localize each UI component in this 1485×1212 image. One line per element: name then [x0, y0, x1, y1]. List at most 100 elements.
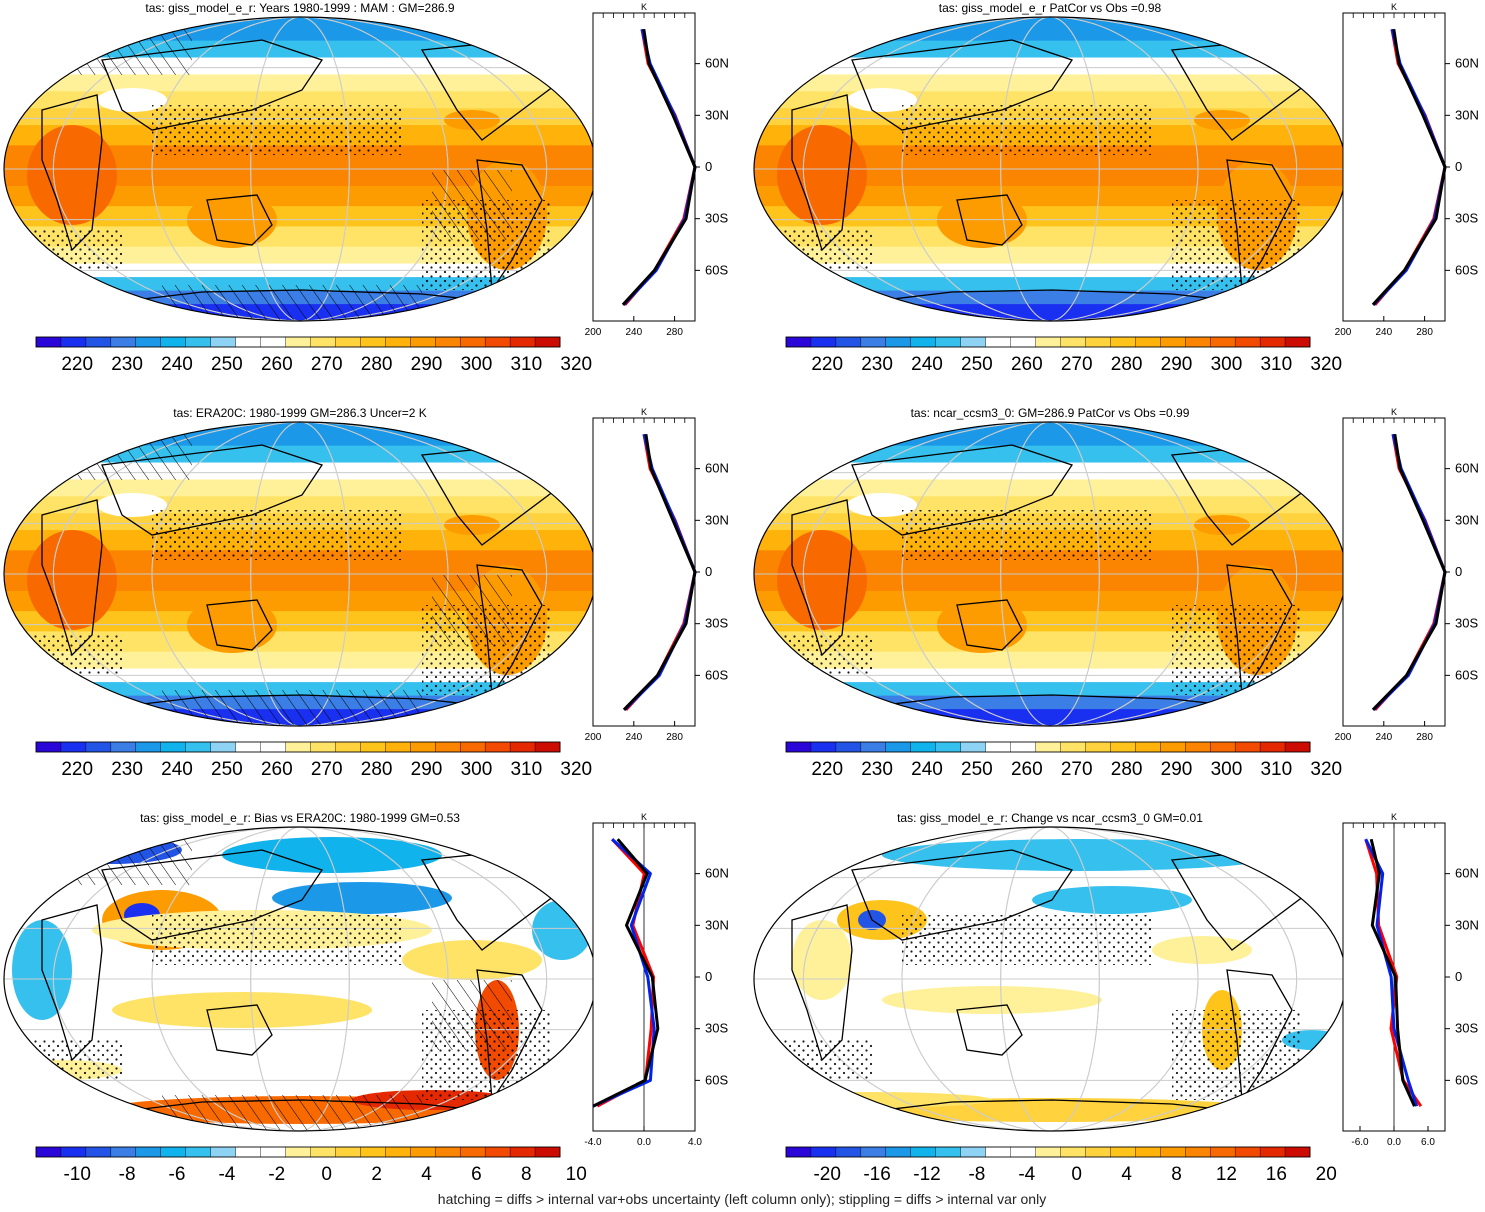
- colorbar-swatch: [410, 1146, 436, 1158]
- graticule-meridian: [802, 827, 1298, 1131]
- colorbar-swatch: [1135, 1146, 1161, 1158]
- colorbar-tick-label: -12: [913, 1164, 940, 1185]
- colorbar-tick-label: 4: [421, 1164, 432, 1185]
- coastline: [841, 1099, 1273, 1116]
- colorbar-swatch: [985, 336, 1012, 348]
- stippling-region: [1172, 200, 1302, 290]
- colorbar-swatch: [1259, 741, 1286, 753]
- colorbar-tick-label: 240: [161, 759, 193, 780]
- colorbar-swatch: [35, 1146, 62, 1158]
- colorbar-swatch: [210, 336, 237, 348]
- colorbar-tick-label: 310: [510, 759, 542, 780]
- colorbar-tick-label: 8: [1171, 1164, 1182, 1185]
- colorbar-swatch: [310, 336, 336, 348]
- colorbar-tick-label: 300: [1211, 354, 1243, 375]
- colorbar-swatch: [1185, 1146, 1211, 1158]
- colorbar-swatch: [484, 741, 511, 753]
- zonal-profile: K 60N 30N 0 30S 60S 200 240 280: [585, 407, 729, 743]
- colorbar-tick-label: 260: [1011, 759, 1043, 780]
- hatching-region: [432, 575, 512, 645]
- colorbar-swatch: [935, 1146, 962, 1158]
- colorbar-swatch: [385, 336, 411, 348]
- profile-x-label: 240: [625, 327, 642, 338]
- colorbar-tick-label: -4: [1018, 1164, 1035, 1185]
- profile-series-line: [1371, 433, 1447, 711]
- colorbar-tick-label: 280: [361, 354, 393, 375]
- colorbar-tick-label: 16: [1266, 1164, 1287, 1185]
- colorbar-swatch: [860, 741, 887, 753]
- colorbar-tick-label: -10: [63, 1164, 90, 1185]
- colorbar-swatch: [1035, 1146, 1061, 1158]
- temperature-band: [4, 445, 596, 464]
- profile-y-label: 0: [705, 564, 712, 579]
- stippling-region: [22, 635, 122, 675]
- colorbar-tick-label: 240: [911, 354, 943, 375]
- colorbar-tick-label: -4: [218, 1164, 235, 1185]
- stippling-region: [902, 105, 1152, 155]
- colorbar-swatch: [385, 741, 411, 753]
- map-field: [754, 17, 1346, 321]
- profile-y-label: 60N: [1455, 56, 1479, 71]
- colorbar-swatch: [1259, 1146, 1286, 1158]
- colorbar-tick-label: 310: [1260, 354, 1292, 375]
- africa-warm-region: [777, 125, 867, 225]
- colorbar-frame: [35, 741, 561, 753]
- colorbar-tick-label: -2: [268, 1164, 285, 1185]
- profile-y-label: 30S: [705, 1021, 728, 1036]
- colorbar-frame: [35, 1146, 561, 1158]
- temperature-band: [754, 422, 1346, 447]
- colorbar-swatch: [1035, 741, 1061, 753]
- profile-x-label: 240: [1375, 327, 1392, 338]
- colorbar-swatch: [185, 1146, 212, 1158]
- colorbar-tick-label: 250: [211, 759, 243, 780]
- anomaly-region: [112, 992, 372, 1028]
- colorbar-tick-label: 220: [61, 354, 93, 375]
- profile-y-label: 0: [1455, 159, 1462, 174]
- colorbar-tick-label: 250: [211, 354, 243, 375]
- profile-frame: [1342, 417, 1446, 727]
- colorbar-swatch: [534, 1146, 561, 1158]
- graticule-meridian: [1000, 17, 1100, 321]
- temperature-band: [754, 682, 1346, 697]
- colorbar-swatch: [285, 1146, 311, 1158]
- colorbar-swatch: [1209, 741, 1236, 753]
- profile-x-label: 280: [1416, 327, 1433, 338]
- colorbar-swatch: [835, 741, 862, 753]
- colorbar-swatch: [360, 1146, 386, 1158]
- profile-y-label: 0: [705, 969, 712, 984]
- colorbar-tick-label: 280: [1111, 354, 1143, 375]
- colorbar-swatch: [1110, 741, 1136, 753]
- colorbar-tick-label: 270: [1061, 759, 1093, 780]
- colorbar-frame: [785, 741, 1311, 753]
- graticule-meridian: [52, 422, 548, 726]
- temperature-band: [4, 74, 596, 92]
- stippling-region: [152, 915, 402, 965]
- profile-x-label: 280: [666, 732, 683, 743]
- colorbar-swatch: [509, 1146, 536, 1158]
- stippling-region: [152, 510, 402, 560]
- colorbar-tick-label: 8: [521, 1164, 532, 1185]
- colorbar-swatch: [1135, 741, 1161, 753]
- colorbar-tick-label: -8: [119, 1164, 136, 1185]
- colorbar-swatch: [1185, 336, 1211, 348]
- colorbar-swatch: [885, 336, 912, 348]
- colorbar-swatch: [260, 1146, 287, 1158]
- colorbar-swatch: [1284, 741, 1311, 753]
- colorbar-swatch: [1085, 1146, 1111, 1158]
- colorbar-swatch: [935, 741, 962, 753]
- profile-y-label: 60S: [1455, 1072, 1478, 1087]
- temperature-band: [754, 290, 1346, 305]
- colorbar-tick-label: 300: [461, 759, 493, 780]
- colorbar-swatch: [459, 741, 486, 753]
- colorbar-swatch: [1010, 741, 1037, 753]
- profile-y-label: 60S: [705, 262, 728, 277]
- graticule-meridian: [802, 17, 1298, 321]
- colorbar-tick-label: 320: [1310, 354, 1342, 375]
- coastline: [956, 194, 1023, 246]
- anomaly-region: [272, 882, 452, 914]
- graticule-meridian: [802, 422, 1298, 726]
- colorbar-tick-label: 240: [911, 759, 943, 780]
- panel-title: tas: giss_model_e_r: Bias vs ERA20C: 198…: [140, 811, 460, 825]
- colorbar-swatch: [985, 1146, 1012, 1158]
